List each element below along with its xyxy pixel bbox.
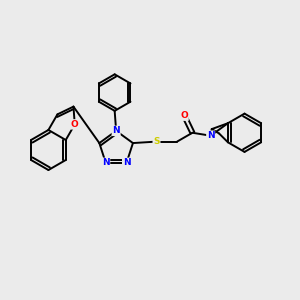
- Text: S: S: [153, 137, 160, 146]
- Text: N: N: [112, 126, 120, 135]
- Text: N: N: [123, 158, 130, 167]
- Text: O: O: [180, 111, 188, 120]
- Text: N: N: [102, 158, 110, 167]
- Text: O: O: [71, 120, 79, 129]
- Text: N: N: [207, 131, 214, 140]
